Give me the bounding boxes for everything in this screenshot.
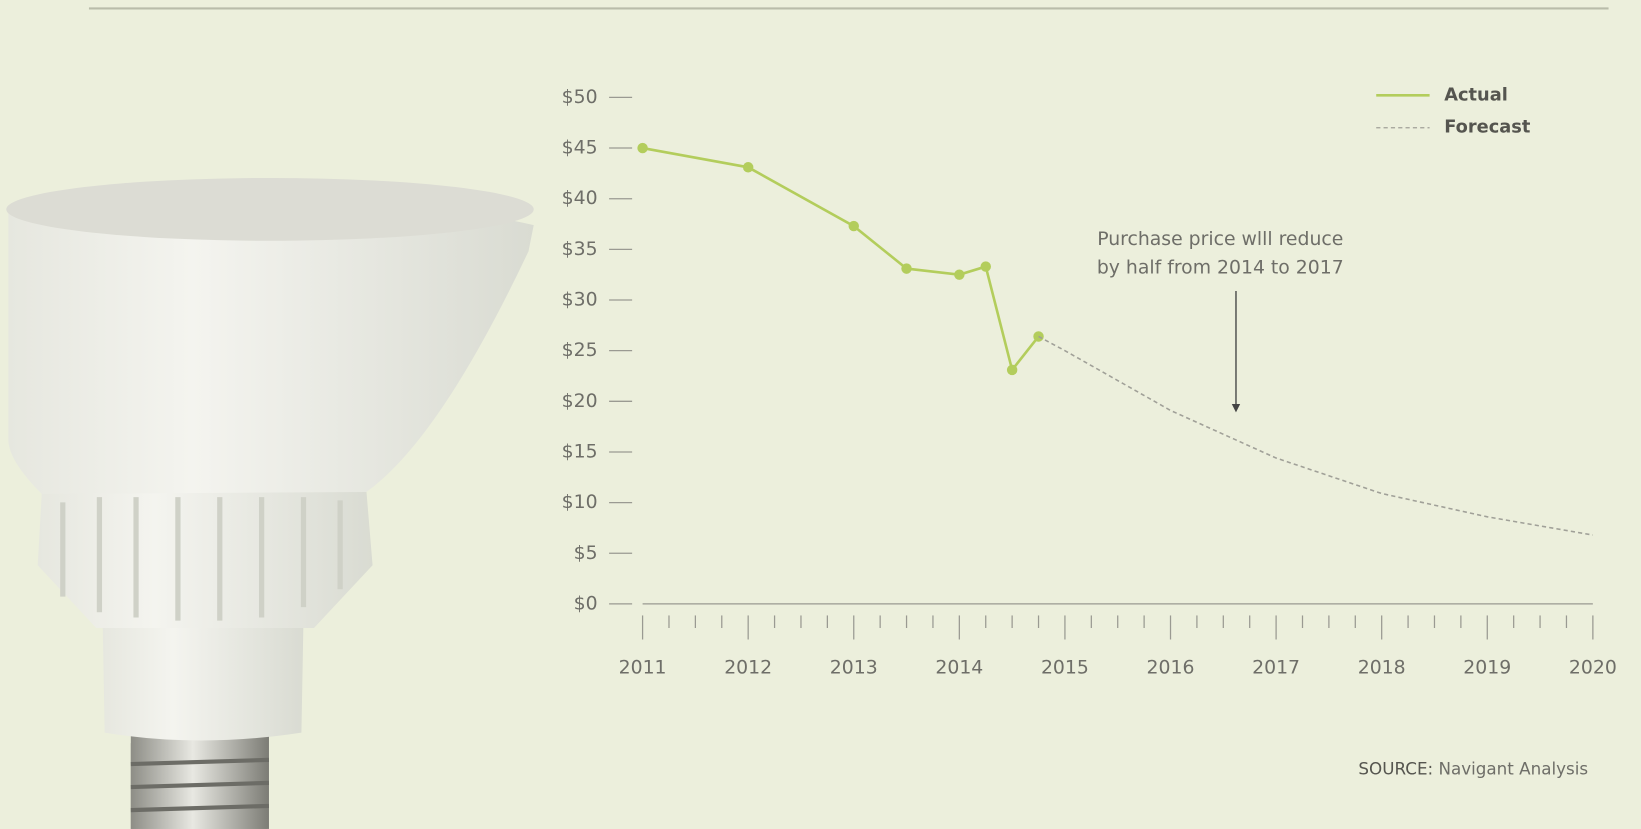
y-tick-label: $35 <box>562 239 598 260</box>
annotation-text: by half from 2014 to 2017 <box>1097 257 1344 278</box>
legend-label: Actual <box>1444 84 1508 105</box>
bulb-illustration <box>6 177 534 829</box>
source-label: SOURCE: <box>1358 758 1433 778</box>
source: SOURCE: Navigant Analysis <box>1358 758 1588 778</box>
x-tick-label: 2016 <box>1147 657 1195 678</box>
y-tick-label: $0 <box>574 593 598 614</box>
annotation: Purchase price wlll reduce by half from … <box>1097 229 1344 413</box>
data-point <box>848 220 859 232</box>
data-point <box>742 162 754 173</box>
data-point <box>1033 331 1044 342</box>
series-line <box>642 146 1040 373</box>
data-point <box>980 261 991 272</box>
data-point <box>1006 364 1018 376</box>
y-tick-label: $45 <box>562 138 598 159</box>
annotation-text: Purchase price wlll reduce <box>1097 229 1343 250</box>
y-tick-label: $10 <box>562 492 598 513</box>
x-tick-label: 2020 <box>1569 657 1617 678</box>
source-text: Navigant Analysis <box>1438 758 1588 778</box>
data-point <box>637 142 648 154</box>
y-tick-label: $40 <box>562 188 598 209</box>
x-tick-label: 2014 <box>935 657 983 678</box>
x-tick-label: 2013 <box>830 657 878 678</box>
data-point <box>954 269 965 280</box>
series <box>1038 335 1593 536</box>
y-tick-label: $25 <box>562 340 598 361</box>
x-tick-label: 2018 <box>1358 657 1406 678</box>
y-tick-label: $15 <box>562 441 598 462</box>
series <box>637 142 1044 376</box>
y-tick-label: $50 <box>562 87 598 108</box>
x-tick-label: 2011 <box>619 657 667 678</box>
x-tick-label: 2017 <box>1252 657 1300 678</box>
series-line <box>1038 335 1593 536</box>
annotation-arrowhead <box>1231 404 1241 413</box>
y-tick-label: $5 <box>574 543 598 564</box>
x-tick-label: 2019 <box>1463 657 1511 678</box>
x-tick-label: 2015 <box>1041 657 1089 678</box>
y-tick-label: $30 <box>562 290 598 311</box>
x-tick-label: 2012 <box>724 657 772 678</box>
data-point <box>901 263 912 274</box>
legend-label: Forecast <box>1444 117 1531 138</box>
y-tick-label: $20 <box>562 391 598 412</box>
